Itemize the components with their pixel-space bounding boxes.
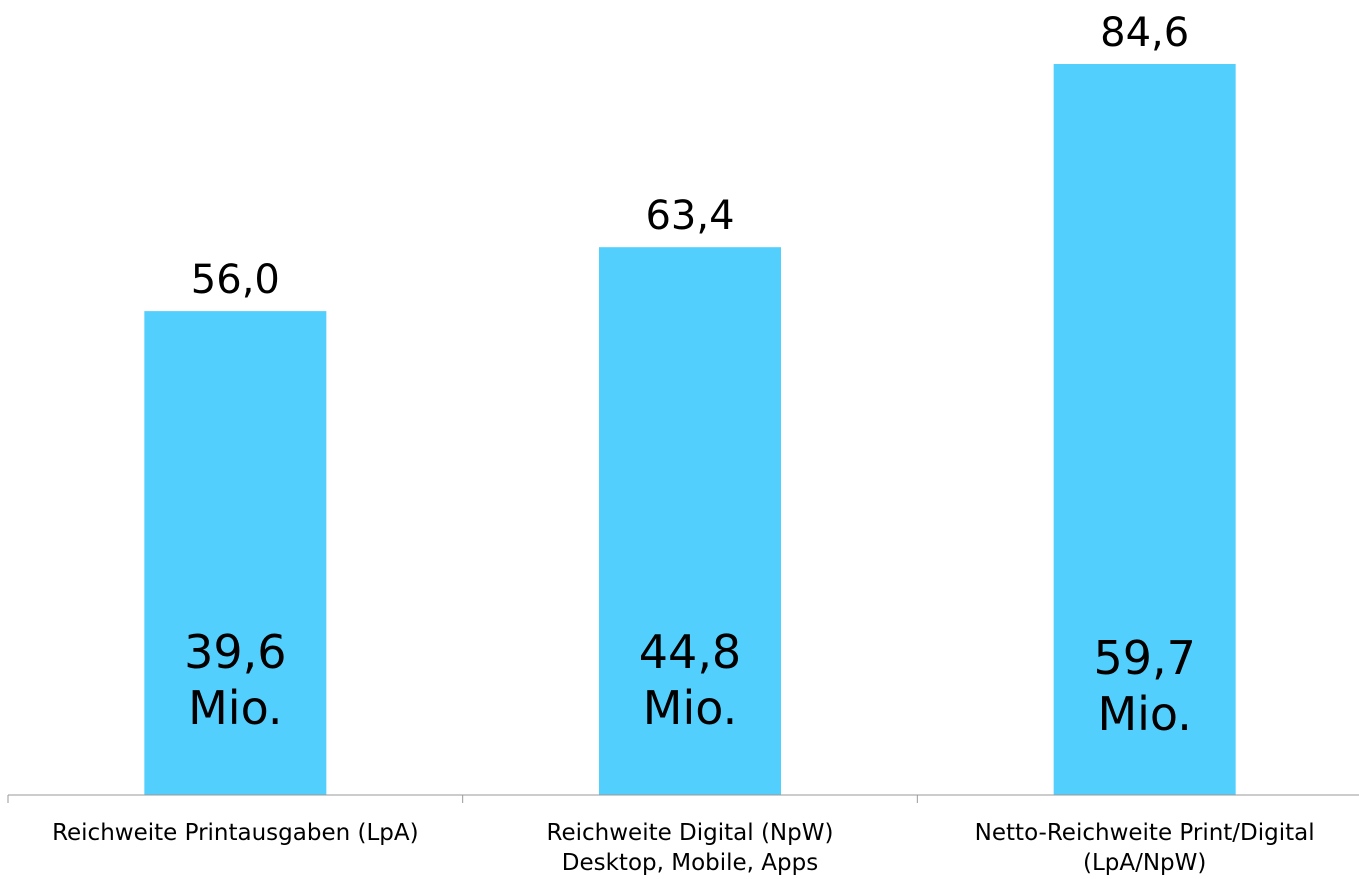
value-label-2: 63,4	[645, 193, 734, 239]
category-label-2-line-1: Reichweite Digital (NpW)	[547, 820, 834, 846]
inner-label-2-line-1: 44,8	[639, 625, 741, 679]
inner-label-2-line-2: Mio.	[643, 681, 737, 735]
inner-label-3-line-2: Mio.	[1097, 687, 1191, 741]
inner-label-3-line-1: 59,7	[1093, 631, 1195, 685]
x-axis	[7, 794, 1359, 803]
bar-3	[1053, 64, 1236, 795]
category-label-2-line-2: Desktop, Mobile, Apps	[562, 850, 818, 876]
value-label-3: 84,6	[1100, 10, 1189, 56]
inner-label-1-line-1: 39,6	[184, 625, 286, 679]
category-label-3-line-1: Netto-Reichweite Print/Digital	[975, 820, 1315, 846]
bars-group	[144, 64, 1236, 796]
category-label-3-line-2: (LpA/NpW)	[1083, 850, 1206, 876]
bar-1	[144, 311, 327, 795]
inner-label-1-line-2: Mio.	[188, 681, 282, 735]
value-label-1: 56,0	[191, 257, 280, 303]
bar-2	[599, 247, 781, 796]
category-label-1-line-1: Reichweite Printausgaben (LpA)	[52, 820, 419, 846]
